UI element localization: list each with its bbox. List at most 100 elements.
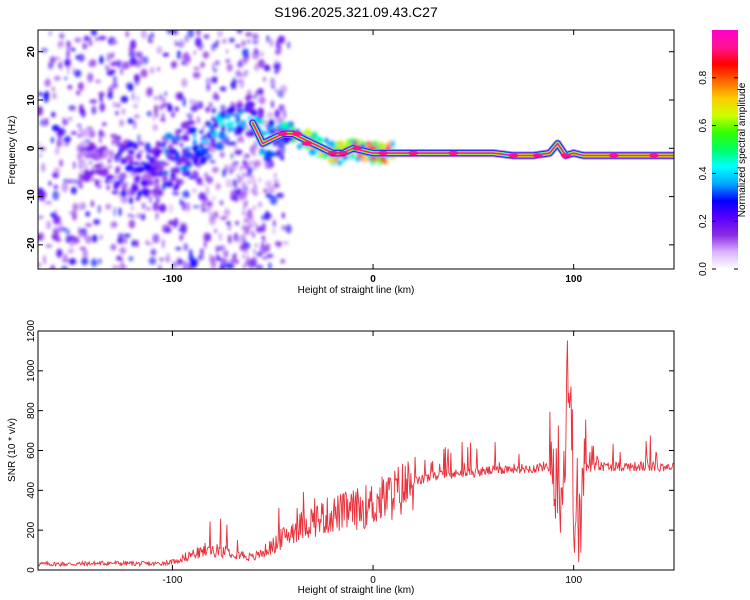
spectrogram-noise-blob — [116, 102, 121, 108]
spectrogram-ridge-blob — [388, 140, 392, 147]
spectrogram-marks — [38, 30, 674, 269]
spectrogram-noise-blob — [202, 51, 210, 59]
spectrogram-noise-blob — [202, 200, 207, 205]
spectrogram-hot-spot — [448, 150, 459, 156]
spectrogram-noise-blob — [89, 99, 98, 104]
spectrogram-noise-blob — [157, 66, 160, 72]
spectrogram-ridge-blob — [211, 123, 219, 129]
spectrogram-noise-blob — [247, 89, 251, 97]
spectrogram-ridge-blob — [237, 115, 240, 123]
spectrogram-noise-blob — [44, 117, 49, 127]
spectrogram-ridge-blob — [115, 169, 120, 174]
spectrogram-hot-spot — [560, 153, 571, 158]
spectrogram-ridge-blob — [208, 122, 213, 131]
spectrogram-ridge-blob — [189, 175, 195, 180]
spectrogram-noise-blob — [73, 161, 76, 169]
spectrogram-noise-blob — [253, 249, 257, 255]
spectrogram-noise-blob — [123, 233, 131, 238]
y-tick-label: 10 — [26, 94, 37, 106]
spectrogram-noise-blob — [215, 245, 218, 253]
spectrogram-noise-blob — [116, 59, 123, 68]
spectrogram-noise-blob — [234, 187, 243, 195]
spectrogram-ridge-blob — [192, 156, 199, 162]
spectrogram-noise-blob — [52, 92, 57, 100]
spectrogram-noise-blob — [107, 92, 112, 100]
spectrogram-noise-blob — [181, 78, 188, 88]
spectrogram-ridge-blob — [141, 188, 150, 193]
spectrogram-noise-blob — [95, 218, 98, 226]
spectrogram-noise-blob — [242, 233, 246, 239]
spectrogram-hot-spot — [408, 150, 419, 156]
spectrogram-noise-blob — [71, 47, 76, 52]
spectrogram-ridge-blob — [211, 132, 217, 138]
spectrogram-ridge-blob — [246, 101, 254, 106]
spectrogram-noise-blob — [212, 62, 215, 70]
spectrogram-ridge-blob — [184, 146, 191, 152]
spectrogram-ridge-blob — [338, 140, 344, 148]
spectrogram-ridge-blob — [218, 118, 225, 127]
spectrogram-noise-blob — [70, 131, 77, 135]
spectrogram-noise-blob — [230, 80, 237, 90]
spectrogram-ridge-blob — [149, 170, 159, 178]
spectrogram-ridge-blob — [133, 167, 137, 173]
spectrogram-noise-blob — [271, 228, 276, 235]
spectrogram-ridge-blob — [203, 134, 207, 138]
spectrogram-noise-blob — [261, 222, 266, 233]
spectrogram-ridge-blob — [250, 109, 258, 117]
spectrogram-noise-blob — [121, 257, 124, 267]
spectrogram-noise-blob — [213, 68, 218, 73]
spectrogram-ridge-blob — [382, 145, 387, 150]
spectrogram-noise-blob — [51, 124, 60, 132]
spectrogram-ridge-blob — [217, 131, 226, 140]
spectrogram-noise-blob — [245, 125, 249, 130]
x-tick-label: -100 — [162, 274, 182, 285]
spectrogram-ridge-blob — [340, 159, 346, 163]
spectrogram-noise-blob — [171, 191, 180, 196]
spectrogram-hot-spot — [648, 153, 659, 158]
spectrogram-noise-blob — [196, 177, 203, 185]
spectrogram-noise-blob — [226, 63, 233, 72]
spectrogram-noise-blob — [247, 220, 251, 226]
spectrogram-noise-blob — [98, 35, 107, 41]
spectrogram-noise-blob — [208, 253, 212, 261]
spectrogram-noise-blob — [225, 178, 233, 188]
x-tick-label: 100 — [565, 575, 582, 586]
spectrogram-noise-blob — [162, 96, 166, 105]
spectrogram-noise-blob — [38, 233, 42, 241]
spectrogram-hot-spot — [301, 141, 312, 146]
spectrogram-noise-blob — [280, 156, 285, 161]
spectrogram-noise-blob — [275, 48, 281, 56]
spectrogram-noise-blob — [242, 254, 245, 259]
spectrogram-noise-blob — [132, 92, 135, 101]
spectrogram-ridge-blob — [348, 139, 353, 145]
spectrogram-noise-blob — [191, 188, 197, 193]
spectrogram-noise-blob — [214, 60, 220, 66]
spectrogram-noise-blob — [85, 223, 93, 227]
spectrogram-noise-blob — [62, 117, 66, 126]
spectrogram-noise-blob — [250, 188, 254, 194]
spectrogram-noise-blob — [242, 57, 248, 65]
spectrogram-noise-blob — [206, 78, 209, 83]
spectrogram-noise-blob — [162, 238, 165, 249]
spectrogram-ridge-blob — [187, 160, 192, 166]
spectrogram-ridge-blob — [125, 165, 134, 172]
colorbar-tick-label: 0.8 — [698, 70, 709, 84]
spectrogram-noise-blob — [52, 215, 61, 225]
spectrogram-ridge-blob — [162, 174, 168, 183]
spectrogram-noise-blob — [133, 73, 140, 82]
spectrogram-ridge-blob — [125, 154, 133, 161]
spectrogram-noise-blob — [239, 194, 243, 200]
spectrogram-noise-blob — [242, 205, 246, 211]
y-tick-label: 200 — [26, 521, 37, 538]
spectrogram-noise-blob — [74, 37, 82, 43]
spectrogram-noise-blob — [59, 32, 65, 40]
spectrogram-noise-blob — [182, 97, 187, 107]
spectrogram-noise-blob — [206, 200, 213, 208]
spectrogram-noise-blob — [222, 38, 227, 44]
spectrogram-ridge-blob — [136, 190, 143, 198]
spectrogram-noise-blob — [193, 50, 196, 55]
spectrogram-ridge-blob — [164, 132, 174, 140]
spectrogram-noise-blob — [156, 46, 163, 54]
